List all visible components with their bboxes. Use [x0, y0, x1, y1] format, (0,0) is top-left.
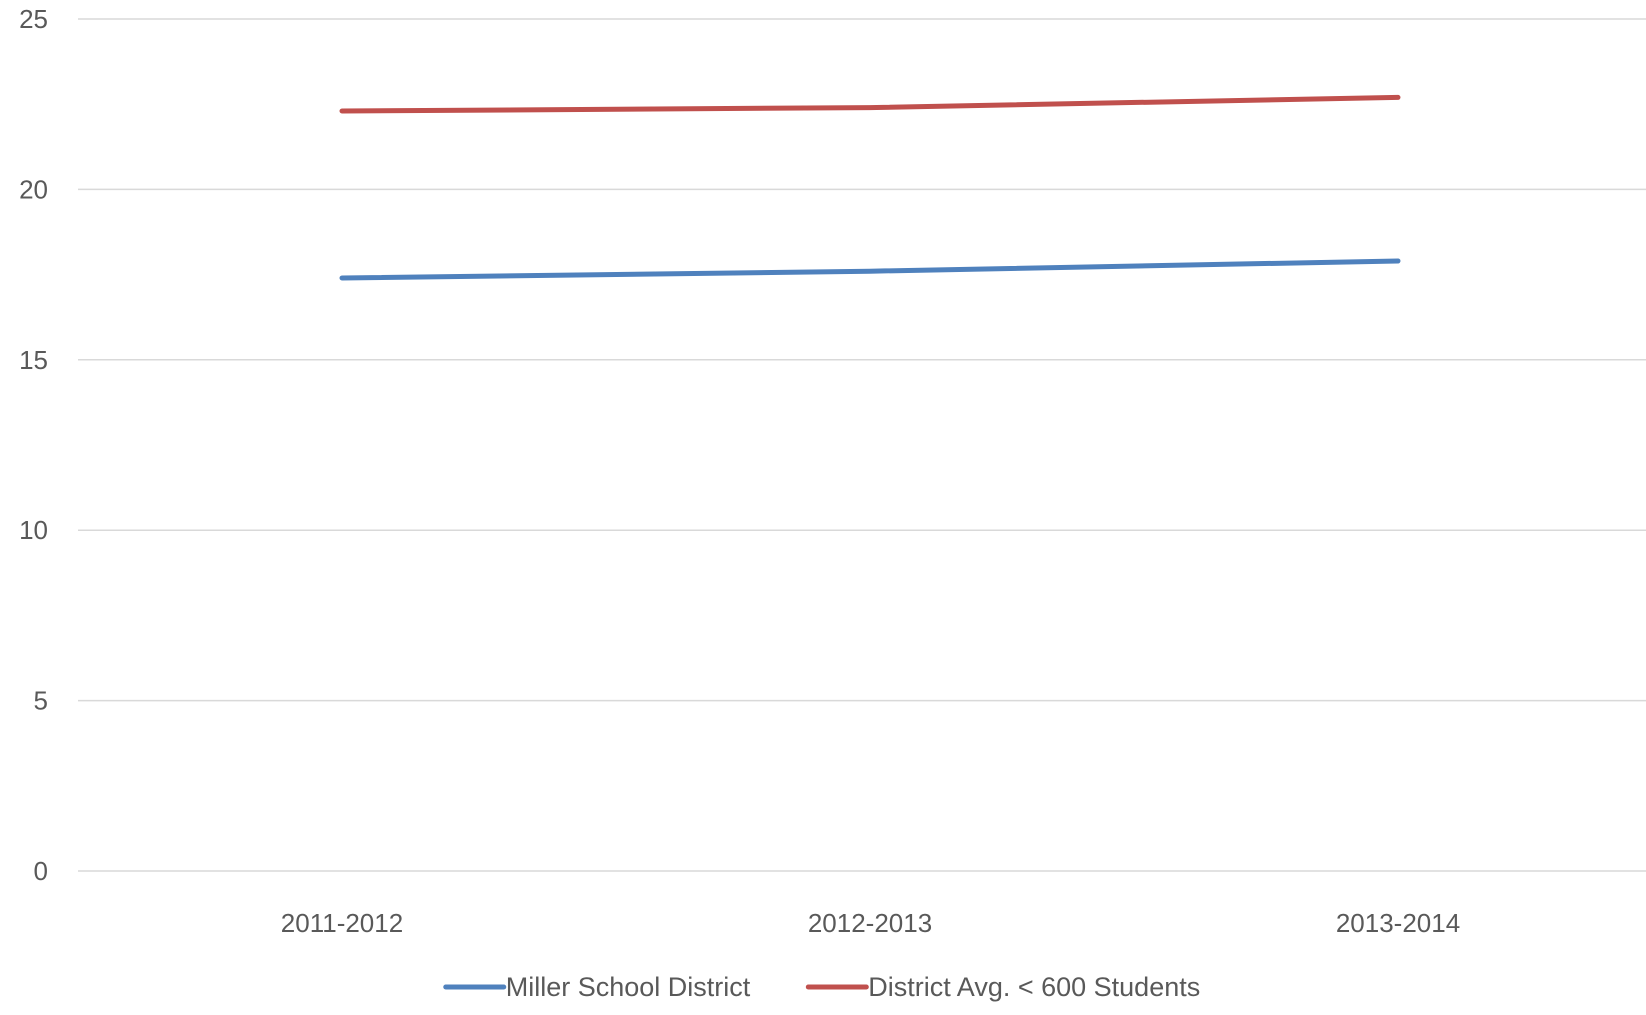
legend: Miller School District District Avg. < 60… — [443, 972, 1200, 1002]
y-tick-label: 25 — [19, 4, 48, 34]
legend-item-1: District Avg. < 600 Students — [805, 972, 1200, 1002]
y-tick-label: 0 — [34, 856, 48, 886]
y-tick-label: 20 — [19, 174, 48, 204]
legend-label-0: Miller School District — [506, 972, 751, 1002]
x-tick-label: 2012-2013 — [808, 908, 932, 938]
gridlines — [78, 18, 1646, 872]
y-axis-tick-labels: 0 5 10 15 20 25 — [19, 4, 48, 886]
x-tick-label: 2013-2014 — [1336, 908, 1460, 938]
x-tick-label: 2011-2012 — [281, 908, 403, 938]
y-tick-label: 15 — [19, 345, 48, 375]
x-axis-tick-labels: 2011-2012 2012-2013 2013-2014 — [281, 908, 1460, 938]
legend-item-0: Miller School District — [443, 972, 751, 1002]
series-line-1 — [339, 94, 1401, 114]
legend-label-1: District Avg. < 600 Students — [868, 972, 1200, 1002]
series-line-0 — [339, 258, 1401, 281]
series-lines — [339, 94, 1401, 281]
y-tick-label: 5 — [34, 686, 48, 716]
y-tick-label: 10 — [19, 515, 48, 545]
